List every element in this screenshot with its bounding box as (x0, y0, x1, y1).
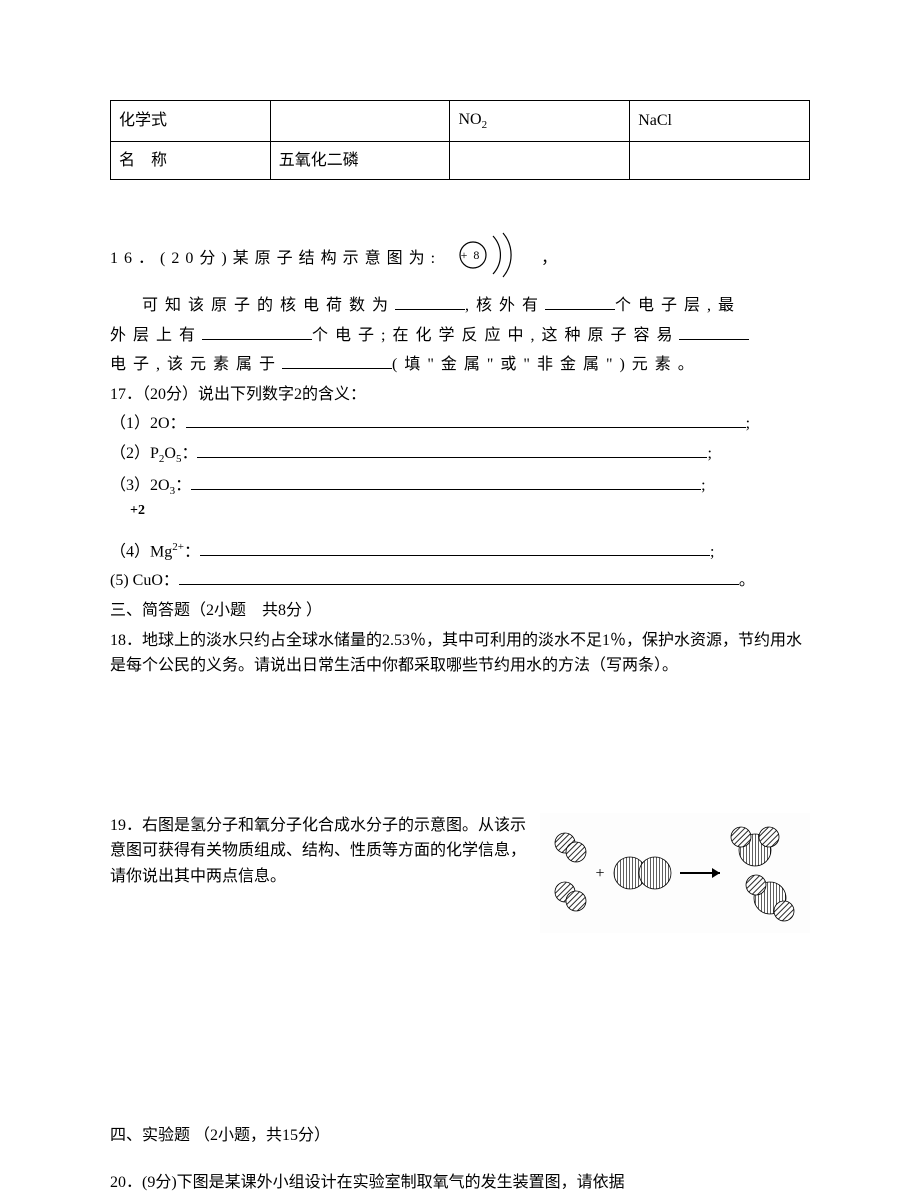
q16-body-1: 可知该原子的核电荷数为 ,核外有 个电子层,最 (110, 293, 810, 319)
spacer (110, 933, 810, 1043)
blank (545, 294, 615, 310)
semicolon: ; (701, 477, 705, 494)
label: （4）Mg (110, 543, 172, 560)
cell-empty (450, 141, 630, 180)
q19-text: 19．右图是氢分子和氧分子化合成水分子的示意图。从该示意图可获得有关物质组成、结… (110, 813, 540, 890)
q17-5: (5) CuO： 。 (110, 568, 810, 594)
text: 电子,该元素属于 (110, 356, 282, 373)
atom-diagram: +8 (451, 230, 531, 289)
blank (200, 540, 710, 556)
blank (282, 353, 392, 369)
section3-title: 三、简答题（2小题 共8分 ） (110, 598, 810, 624)
label: （2）P (110, 445, 159, 462)
svg-text:+: + (595, 865, 604, 882)
q17-3: （3）2O3：; (110, 473, 810, 501)
q16-prefix: 16．(20分)某原子结构示意图为: (110, 250, 441, 267)
cell-empty (630, 141, 810, 180)
cell-empty (270, 101, 450, 142)
period: 。 (739, 572, 755, 589)
blank (202, 324, 312, 340)
svg-text:+8: +8 (461, 248, 486, 262)
text: O (164, 445, 176, 462)
text: NO (458, 111, 481, 128)
blank (197, 442, 707, 458)
cell-nacl: NaCl (630, 101, 810, 142)
spacer (110, 1152, 810, 1170)
blank (179, 569, 739, 585)
spacer (110, 1043, 810, 1103)
q17-plus2: +2 (110, 515, 810, 535)
q16-body-2: 外层上有 个电子;在化学反应中,这种原子容易 (110, 323, 810, 349)
cell-name-label: 名 称 (111, 141, 271, 180)
plus-two-label: +2 (130, 500, 145, 522)
text: 个电子层,最 (615, 297, 741, 314)
cell-p2o5-name: 五氧化二磷 (270, 141, 450, 180)
text: 外层上有 (110, 327, 202, 344)
text: 个电子;在化学反应中,这种原子容易 (312, 327, 679, 344)
blank (186, 412, 746, 428)
colon: ： (184, 543, 200, 560)
q17-1: （1）2O：; (110, 411, 810, 437)
q16-line1: 16．(20分)某原子结构示意图为: +8 ， (110, 230, 810, 289)
q18: 18．地球上的淡水只约占全球水储量的2.53％，其中可利用的淡水不足1％，保护水… (110, 628, 810, 679)
blank (191, 474, 701, 490)
subscript: 2 (482, 119, 488, 131)
q17-2: （2）P2O5：; (110, 441, 810, 469)
q17-4: （4）Mg2+：; (110, 539, 810, 565)
text: ,核外有 (465, 297, 545, 314)
section4-title: 四、实验题 （2小题，共15分） (110, 1123, 810, 1149)
label: （1）2O： (110, 415, 186, 432)
q16-body-3: 电子,该元素属于 (填"金属"或"非金属")元素。 (110, 352, 810, 378)
molecule-diagram: + (540, 813, 810, 933)
q19: 19．右图是氢分子和氧分子化合成水分子的示意图。从该示意图可获得有关物质组成、结… (110, 813, 810, 933)
blank (679, 324, 749, 340)
table-row: 化学式 NO2 NaCl (111, 101, 810, 142)
semicolon: ; (746, 415, 750, 432)
semicolon: ; (710, 543, 714, 560)
comma: ， (541, 250, 563, 267)
label: (5) CuO： (110, 572, 179, 589)
q17-head: 17．（20分）说出下列数字2的含义： (110, 382, 810, 408)
table-row: 名 称 五氧化二磷 (111, 141, 810, 180)
text: (填"金属"或"非金属")元素。 (392, 356, 701, 373)
cell-formula-label: 化学式 (111, 101, 271, 142)
colon: ： (175, 477, 191, 494)
label: （3）2O (110, 477, 170, 494)
text: 可知该原子的核电荷数为 (142, 297, 395, 314)
sup: 2+ (172, 541, 184, 553)
cell-no2: NO2 (450, 101, 630, 142)
q20: 20．(9分)下图是某课外小组设计在实验室制取氧气的发生装置图，请依据 (110, 1170, 810, 1196)
formula-table: 化学式 NO2 NaCl 名 称 五氧化二磷 (110, 100, 810, 180)
semicolon: ; (707, 445, 711, 462)
spacer (110, 683, 810, 793)
colon: ： (181, 445, 197, 462)
blank (395, 294, 465, 310)
